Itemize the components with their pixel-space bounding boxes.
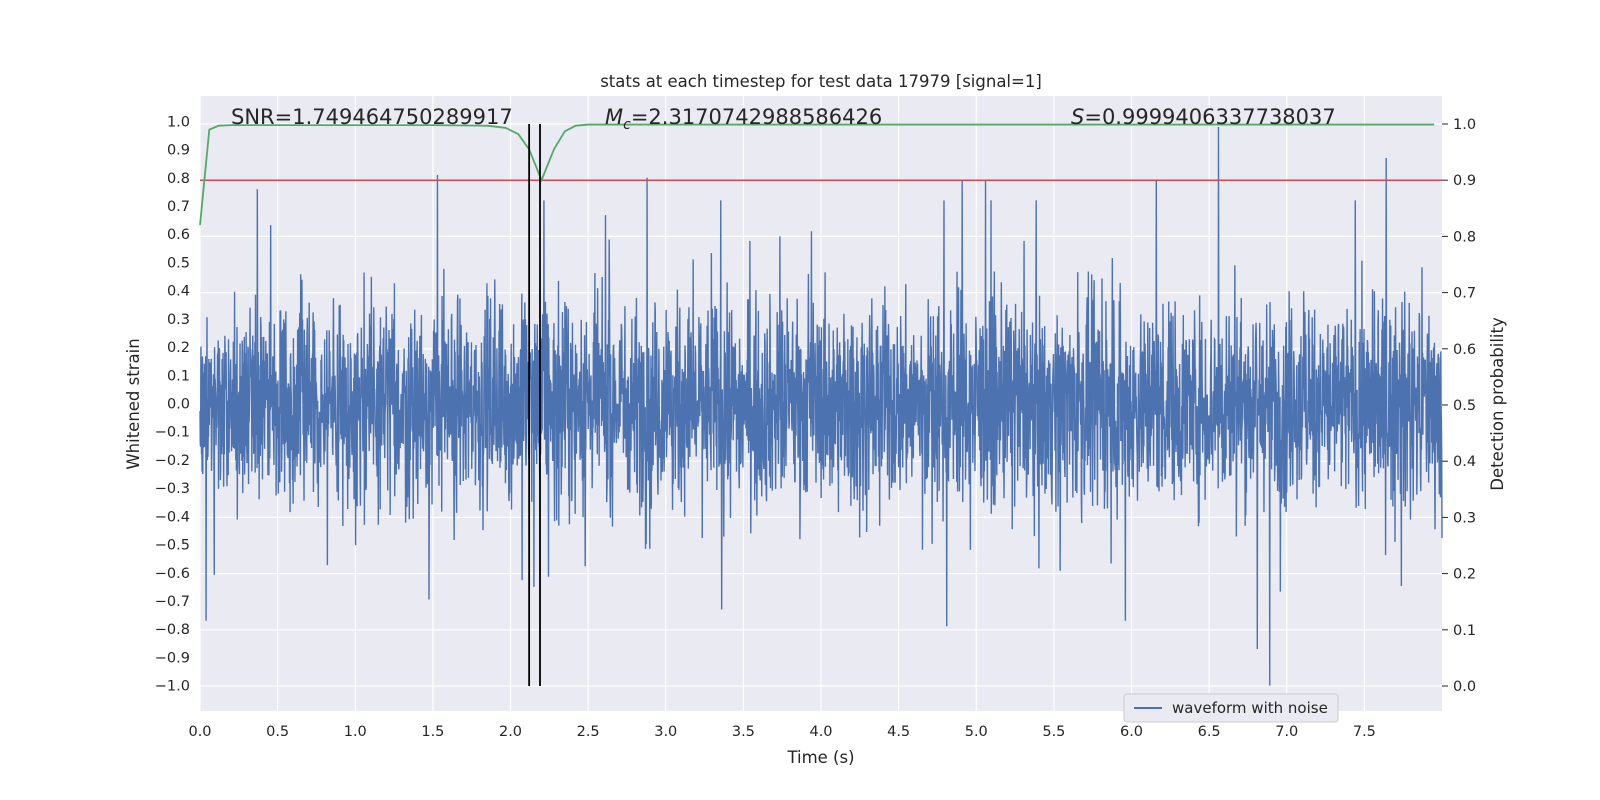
right-tick-label: 0.3 bbox=[1453, 510, 1476, 526]
x-tick-label: 3.0 bbox=[654, 724, 677, 740]
snr-annotation: SNR=1.749464750289917 bbox=[231, 105, 513, 129]
right-axis-label: Detection probability bbox=[1488, 317, 1507, 491]
right-tick-label: 1.0 bbox=[1453, 117, 1476, 133]
left-tick-label: 0.1 bbox=[167, 368, 190, 384]
chirp-mass-annotation: Mc=2.3170742988586426 bbox=[605, 105, 882, 133]
legend-box bbox=[1123, 693, 1339, 723]
left-tick-label: −0.3 bbox=[155, 481, 190, 497]
left-tick-label: −0.7 bbox=[155, 594, 190, 610]
left-tick-label: 0.4 bbox=[167, 284, 190, 300]
chirp-mass-symbol: M bbox=[605, 105, 623, 129]
x-tick-label: 5.5 bbox=[1042, 724, 1065, 740]
left-tick-label: −1.0 bbox=[155, 679, 190, 695]
left-tick-label: 0.5 bbox=[167, 255, 190, 271]
left-tick-label: −0.6 bbox=[155, 566, 190, 582]
right-tick-label: 0.4 bbox=[1453, 454, 1476, 470]
x-tick-label: 6.5 bbox=[1198, 724, 1221, 740]
right-tick-label: 0.5 bbox=[1453, 398, 1476, 414]
left-tick-label: −0.5 bbox=[155, 538, 190, 554]
x-tick-label: 7.0 bbox=[1275, 724, 1298, 740]
left-tick-label: −0.8 bbox=[155, 622, 190, 638]
right-tick-label: 0.9 bbox=[1453, 173, 1476, 189]
left-tick-label: 1.0 bbox=[167, 114, 190, 130]
left-tick-label: −0.9 bbox=[155, 650, 190, 666]
x-tick-label: 7.5 bbox=[1353, 724, 1376, 740]
left-tick-label: 0.2 bbox=[167, 340, 190, 356]
right-tick-label: 0.7 bbox=[1453, 286, 1476, 302]
left-tick-labels: 1.0 0.9 0.8 0.7 0.6 0.5 0.4 0.3 0.2 0.1 0.0 −0.1 −0.… bbox=[155, 114, 190, 694]
score-value: =0.9999406337738037 bbox=[1084, 105, 1335, 129]
legend-label-waveform: waveform with noise bbox=[1172, 699, 1328, 717]
left-tick-label: 0.9 bbox=[167, 143, 190, 159]
chirp-mass-value: =2.3170742988586426 bbox=[631, 105, 882, 129]
left-tick-label: 0.3 bbox=[167, 312, 190, 328]
right-tick-label: 0.0 bbox=[1453, 679, 1476, 695]
left-tick-label: 0.0 bbox=[167, 397, 190, 413]
overlay-lines bbox=[199, 123, 1442, 686]
x-tick-label: 2.0 bbox=[499, 724, 522, 740]
detection-probability-line bbox=[199, 123, 1435, 226]
right-tick-label: 0.8 bbox=[1453, 229, 1476, 245]
right-tick-label: 0.6 bbox=[1453, 342, 1476, 358]
chart-title: stats at each timestep for test data 179… bbox=[600, 72, 1042, 91]
x-axis-label: Time (s) bbox=[786, 748, 854, 767]
x-tick-labels: 0.0 0.5 1.0 1.5 2.0 2.5 3.0 3.5 4.0 4.5 5.0 5.5 6.0 6… bbox=[188, 724, 1375, 740]
x-tick-label: 2.5 bbox=[577, 724, 600, 740]
left-tick-label: −0.2 bbox=[155, 453, 190, 469]
x-tick-label: 0.5 bbox=[266, 724, 289, 740]
right-tick-label: 0.2 bbox=[1453, 567, 1476, 583]
x-tick-label: 4.0 bbox=[809, 724, 832, 740]
waveform-series bbox=[199, 127, 1443, 686]
x-tick-label: 1.0 bbox=[344, 724, 367, 740]
right-tick-labels: 1.0 0.9 0.8 0.7 0.6 0.5 0.4 0.3 0.2 0.1 0.0 bbox=[1442, 117, 1476, 695]
x-tick-label: 1.5 bbox=[421, 724, 444, 740]
left-tick-label: 0.8 bbox=[167, 171, 190, 187]
x-tick-label: 0.0 bbox=[188, 724, 211, 740]
left-tick-label: −0.1 bbox=[155, 425, 190, 441]
left-tick-label: 0.7 bbox=[167, 199, 190, 215]
x-tick-label: 5.0 bbox=[965, 724, 988, 740]
score-annotation: S=0.9999406337738037 bbox=[1071, 105, 1336, 129]
x-tick-label: 4.5 bbox=[887, 724, 910, 740]
left-tick-label: 0.6 bbox=[167, 227, 190, 243]
waveform-line bbox=[199, 127, 1443, 686]
chirp-mass-subscript: c bbox=[623, 117, 631, 133]
left-axis-label: Whitened strain bbox=[124, 338, 143, 469]
x-tick-label: 3.5 bbox=[732, 724, 755, 740]
score-symbol: S bbox=[1071, 105, 1084, 129]
right-tick-label: 0.1 bbox=[1453, 623, 1476, 639]
x-tick-label: 6.0 bbox=[1120, 724, 1143, 740]
legend: waveform with noise bbox=[1123, 693, 1339, 723]
left-tick-label: −0.4 bbox=[155, 509, 190, 525]
